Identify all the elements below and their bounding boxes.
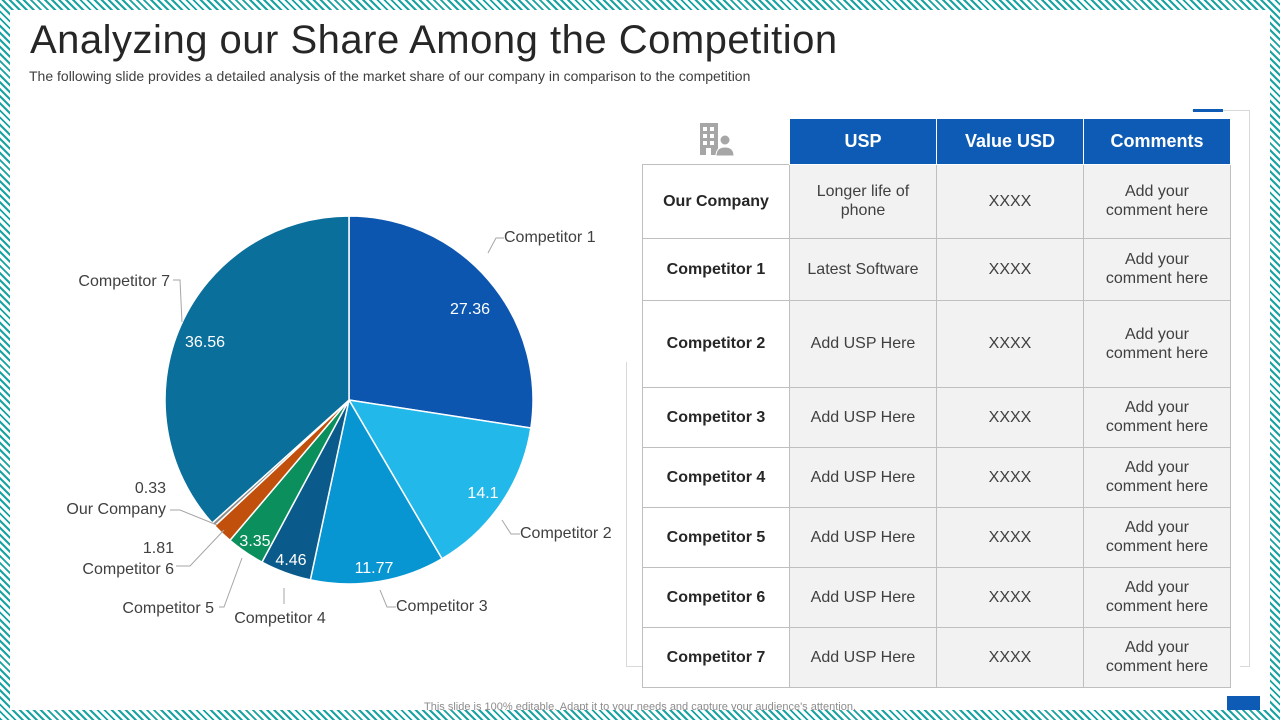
- value-cell: XXXX: [936, 163, 1084, 239]
- decorative-line: [626, 362, 627, 666]
- pie-chart: 27.36 Competitor 1 14.1 Competitor 2 11.77 Co…: [66, 215, 612, 627]
- page-title: Analyzing our Share Among the Competitio…: [30, 18, 838, 62]
- leader-line: [487, 237, 504, 254]
- category-label: Competitor 4: [234, 610, 326, 627]
- table-row: Competitor 5 Add USP Here XXXX Add your …: [642, 506, 1231, 568]
- table-row: Competitor 6 Add USP Here XXXX Add your …: [642, 566, 1231, 628]
- category-label: Our Company: [66, 501, 166, 518]
- comment-cell: Add your comment here: [1083, 237, 1231, 301]
- value-cell: XXXX: [936, 626, 1084, 688]
- header-icon-cell: [642, 118, 790, 164]
- table-row: Competitor 7 Add USP Here XXXX Add your …: [642, 626, 1231, 688]
- comment-cell: Add your comment here: [1083, 299, 1231, 388]
- column-header-comments: Comments: [1083, 118, 1231, 165]
- pie-slice-competitor-2: [347, 399, 532, 560]
- data-label: 27.36: [450, 301, 490, 318]
- comment-cell: Add your comment here: [1083, 626, 1231, 688]
- row-label: Competitor 1: [642, 237, 790, 301]
- value-cell: XXXX: [936, 506, 1084, 568]
- row-label: Our Company: [642, 163, 790, 239]
- table-row: Competitor 1 Latest Software XXXX Add yo…: [642, 237, 1231, 301]
- usp-cell: Add USP Here: [789, 299, 937, 388]
- leader-line: [176, 529, 225, 567]
- category-label: Competitor 7: [78, 273, 170, 290]
- pie-slice-competitor-7: [164, 215, 350, 525]
- usp-cell: Add USP Here: [789, 506, 937, 568]
- building-person-icon: [699, 122, 735, 156]
- comparison-table: USP Value USD Comments Our Company Longe…: [642, 118, 1231, 688]
- data-label: 4.46: [275, 552, 306, 569]
- comment-cell: Add your comment here: [1083, 163, 1231, 239]
- row-label: Competitor 5: [642, 506, 790, 568]
- data-label: 14.1: [467, 485, 498, 502]
- decorative-line: [1240, 666, 1250, 667]
- data-label: 11.77: [355, 560, 394, 577]
- pie-slice-competitor-3: [309, 397, 444, 585]
- row-label: Competitor 2: [642, 299, 790, 388]
- value-cell: XXXX: [936, 566, 1084, 628]
- column-header-usp: USP: [789, 118, 937, 165]
- category-label: Competitor 5: [122, 600, 214, 617]
- decorative-accent: [1193, 109, 1223, 112]
- usp-cell: Add USP Here: [789, 446, 937, 508]
- value-cell: XXXX: [936, 386, 1084, 448]
- leader-line: [379, 589, 396, 608]
- category-label: Competitor 2: [520, 525, 612, 542]
- category-label: Competitor 1: [504, 229, 596, 246]
- table-row: Our Company Longer life of phone XXXX Ad…: [642, 163, 1231, 239]
- category-label: Competitor 6: [82, 561, 174, 578]
- row-label: Competitor 3: [642, 386, 790, 448]
- decorative-corner: [1227, 696, 1260, 710]
- row-label: Competitor 4: [642, 446, 790, 508]
- leader-line: [219, 557, 243, 608]
- usp-cell: Latest Software: [789, 237, 937, 301]
- leader-line: [501, 519, 520, 535]
- table-row: Competitor 3 Add USP Here XXXX Add your …: [642, 386, 1231, 448]
- leader-line: [170, 509, 218, 526]
- data-label: 0.33: [135, 480, 166, 497]
- column-header-value-usd: Value USD: [936, 118, 1084, 165]
- value-cell: XXXX: [936, 299, 1084, 388]
- row-label: Competitor 7: [642, 626, 790, 688]
- data-label: 1.81: [143, 540, 174, 557]
- usp-cell: Longer life of phone: [789, 163, 937, 239]
- data-label: 36.56: [185, 334, 225, 351]
- data-label: 3.35: [239, 533, 270, 550]
- pie-slice-competitor-1: [348, 215, 534, 429]
- table-row: Competitor 4 Add USP Here XXXX Add your …: [642, 446, 1231, 508]
- page-subtitle: The following slide provides a detailed …: [29, 68, 751, 84]
- slide: Analyzing our Share Among the Competitio…: [10, 10, 1270, 710]
- category-label: Competitor 3: [396, 598, 488, 615]
- comment-cell: Add your comment here: [1083, 446, 1231, 508]
- comment-cell: Add your comment here: [1083, 386, 1231, 448]
- usp-cell: Add USP Here: [789, 386, 937, 448]
- decorative-line: [1249, 110, 1250, 666]
- footer-note: This slide is 100% editable. Adapt it to…: [424, 701, 856, 710]
- table-header-row: USP Value USD Comments: [642, 118, 1231, 165]
- decorative-line: [626, 666, 642, 667]
- comment-cell: Add your comment here: [1083, 566, 1231, 628]
- table-row: Competitor 2 Add USP Here XXXX Add your …: [642, 299, 1231, 388]
- value-cell: XXXX: [936, 446, 1084, 508]
- usp-cell: Add USP Here: [789, 566, 937, 628]
- leader-line: [173, 279, 183, 323]
- row-label: Competitor 6: [642, 566, 790, 628]
- comment-cell: Add your comment here: [1083, 506, 1231, 568]
- value-cell: XXXX: [936, 237, 1084, 301]
- usp-cell: Add USP Here: [789, 626, 937, 688]
